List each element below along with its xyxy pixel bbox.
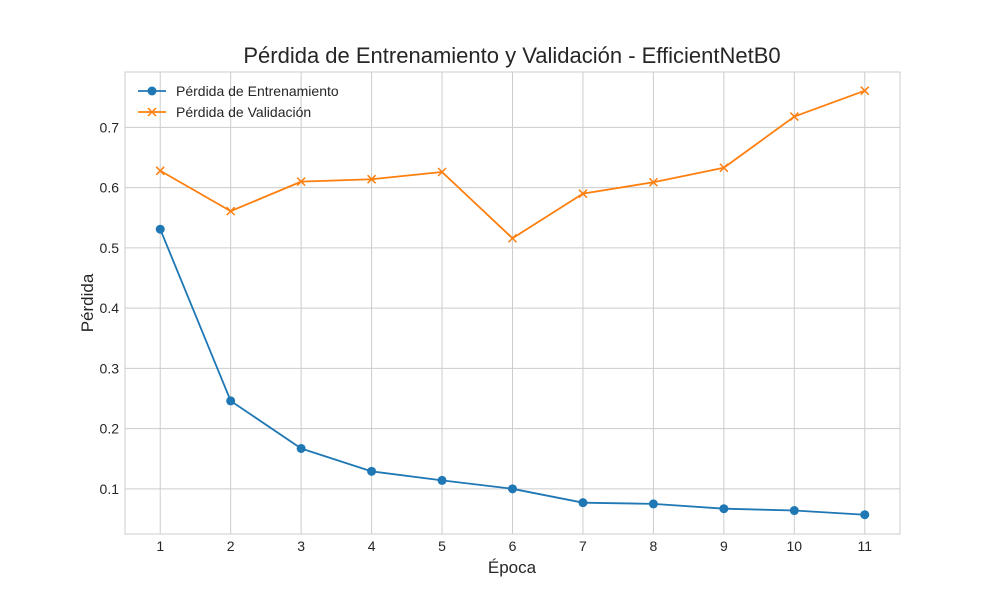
grid-lines [125, 72, 900, 534]
data-point-0 [719, 504, 729, 514]
legend-label-validation: Pérdida de Validación [176, 104, 311, 120]
data-point-1 [719, 163, 729, 173]
data-point-0 [648, 499, 658, 509]
plot-frame [124, 71, 901, 535]
data-point-0 [860, 510, 870, 520]
data-point-0 [155, 224, 165, 234]
y-tick-label: 0.1 [100, 481, 120, 497]
x-tick-label: 8 [650, 538, 658, 554]
data-point-0 [296, 443, 306, 453]
data-point-0 [789, 506, 799, 516]
legend-label-training: Pérdida de Entrenamiento [176, 83, 339, 99]
data-point-1 [860, 86, 870, 96]
data-point-0 [578, 498, 588, 508]
x-tick-label: 1 [156, 538, 164, 554]
data-point-1 [226, 206, 236, 216]
data-point-0 [226, 396, 236, 406]
legend-marker-training [147, 86, 157, 96]
y-tick-label: 0.3 [100, 360, 120, 376]
y-tick-label: 0.4 [100, 300, 120, 316]
tick-labels: 1 2 3 4 5 6 7 8 9 10 11 0.1 0.2 0.3 0.4 0.5 0.6 0.7 [100, 119, 873, 554]
x-tick-label: 2 [227, 538, 235, 554]
data-point-1 [648, 177, 658, 187]
x-tick-label: 4 [368, 538, 376, 554]
chart-title: Pérdida de Entrenamiento y Validación - … [243, 43, 780, 68]
x-tick-label: 11 [857, 538, 872, 554]
data-point-1 [789, 112, 799, 122]
y-tick-label: 0.2 [100, 421, 120, 437]
legend: Pérdida de Entrenamiento Pérdida de Vali… [138, 83, 339, 120]
data-point-0 [508, 484, 517, 494]
data-point-1 [155, 166, 165, 176]
data-point-1 [296, 177, 306, 187]
y-tick-label: 0.5 [100, 240, 120, 256]
data-point-1 [578, 189, 588, 199]
y-axis-label: Pérdida [78, 273, 97, 332]
x-axis-label: Época [488, 558, 537, 577]
x-tick-label: 10 [787, 538, 803, 554]
data-point-1 [507, 233, 518, 243]
x-tick-label: 3 [297, 538, 305, 554]
data-point-1 [437, 167, 447, 177]
legend-marker-validation [147, 107, 157, 117]
data-point-0 [367, 466, 377, 476]
x-tick-label: 7 [579, 538, 587, 554]
x-tick-label: 9 [720, 538, 728, 554]
y-tick-label: 0.7 [100, 119, 120, 135]
legend-entry-validation: Pérdida de Validación [138, 104, 311, 120]
data-point-0 [437, 475, 447, 485]
data-point-1 [367, 174, 377, 184]
series-layer [155, 86, 870, 520]
legend-entry-training: Pérdida de Entrenamiento [138, 83, 339, 99]
y-tick-label: 0.6 [100, 180, 120, 196]
x-tick-label: 5 [438, 538, 446, 554]
x-tick-label: 6 [509, 538, 517, 554]
